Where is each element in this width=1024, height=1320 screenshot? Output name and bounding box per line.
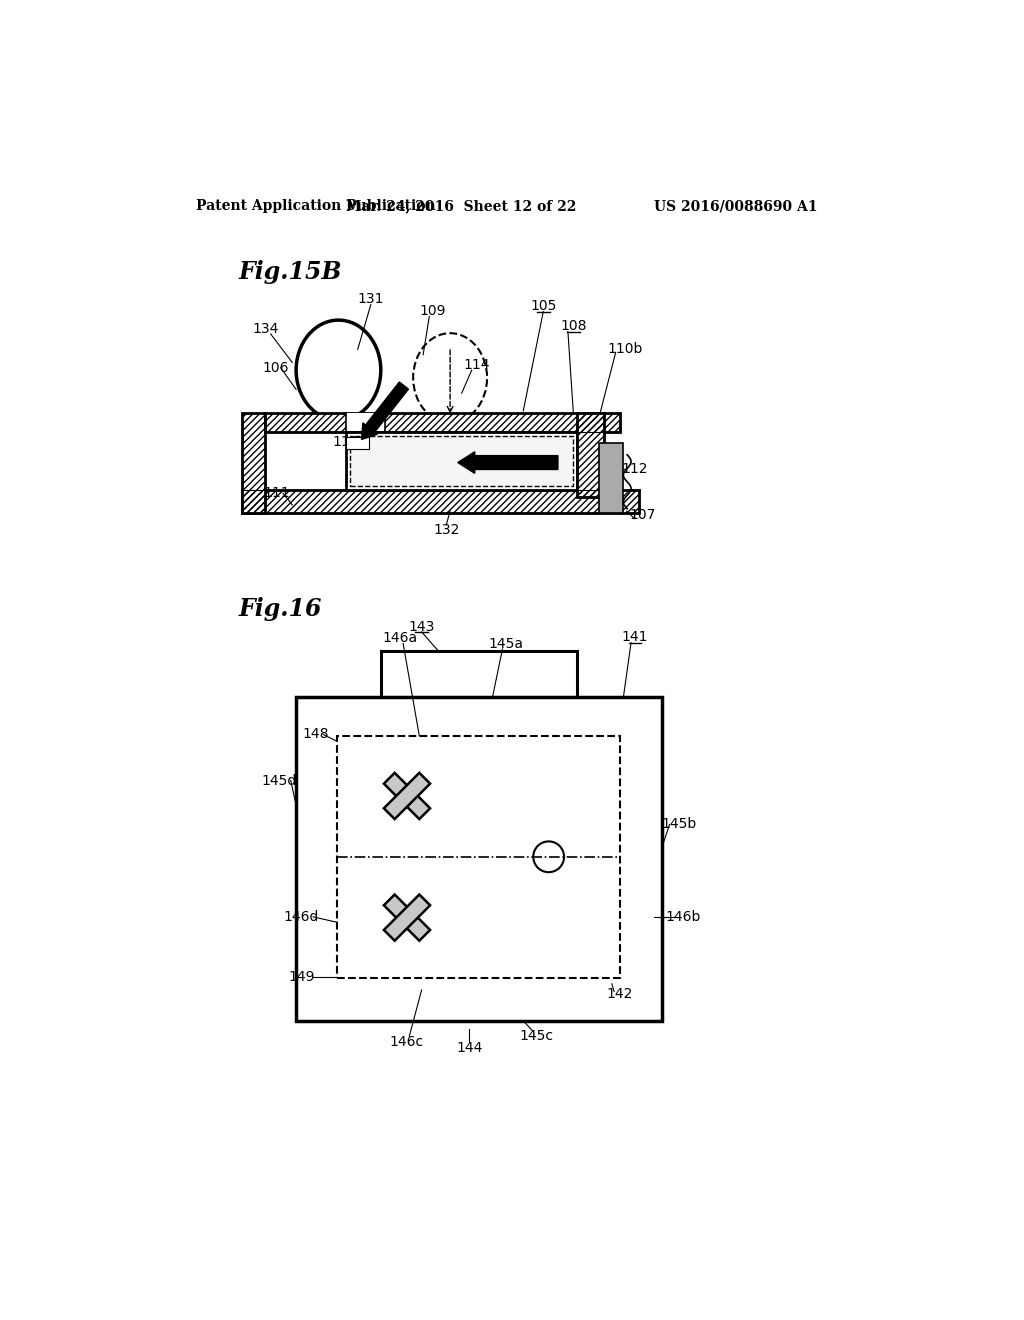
Bar (346, 437, 370, 449)
Bar (243, 413, 265, 512)
Text: 131: 131 (357, 292, 384, 306)
FancyArrow shape (458, 451, 558, 474)
Text: Patent Application Publication: Patent Application Publication (196, 199, 435, 213)
Polygon shape (384, 772, 430, 820)
Bar (346, 413, 385, 430)
Bar (296, 697, 662, 1020)
Text: 108: 108 (560, 319, 587, 333)
FancyArrow shape (361, 381, 409, 440)
Text: Fig.16: Fig.16 (239, 597, 322, 620)
Bar (578, 412, 604, 498)
Bar (243, 413, 265, 512)
Text: 107: 107 (630, 508, 655, 521)
Text: 134: 134 (252, 322, 279, 337)
Text: 144: 144 (456, 1040, 482, 1055)
Text: Fig.15B: Fig.15B (239, 260, 342, 284)
Polygon shape (384, 772, 430, 820)
Text: 145b: 145b (662, 817, 696, 832)
Bar (599, 444, 624, 512)
Text: 146b: 146b (666, 909, 701, 924)
Bar (578, 412, 604, 498)
Text: 145d: 145d (261, 774, 297, 788)
Text: 109: 109 (420, 304, 446, 318)
Text: 110b: 110b (607, 342, 643, 356)
Ellipse shape (296, 321, 381, 420)
Bar (381, 651, 578, 697)
Text: 149: 149 (288, 970, 314, 983)
Bar (265, 412, 620, 432)
Text: 143: 143 (409, 619, 435, 634)
Text: 146c: 146c (389, 1035, 423, 1049)
Text: 132: 132 (433, 523, 460, 536)
Text: 113: 113 (333, 434, 359, 449)
Text: 145c: 145c (519, 1030, 553, 1043)
Bar (337, 737, 620, 978)
Text: 142: 142 (606, 987, 633, 1001)
Text: 146a: 146a (383, 631, 418, 645)
Text: 106: 106 (262, 360, 289, 375)
Text: 105: 105 (530, 300, 556, 313)
Text: US 2016/0088690 A1: US 2016/0088690 A1 (654, 199, 817, 213)
Polygon shape (384, 895, 430, 941)
Bar (265, 412, 620, 432)
Bar (350, 436, 573, 486)
Text: 146d: 146d (284, 909, 319, 924)
Bar (346, 432, 578, 490)
Text: 114: 114 (464, 358, 490, 372)
Text: 112: 112 (622, 462, 648, 475)
Polygon shape (384, 895, 430, 941)
Text: 111: 111 (263, 486, 290, 500)
Text: 145a: 145a (488, 636, 523, 651)
Bar (243, 490, 639, 512)
Text: 141: 141 (622, 631, 648, 644)
Bar (243, 490, 639, 512)
Text: Mar. 24, 2016  Sheet 12 of 22: Mar. 24, 2016 Sheet 12 of 22 (346, 199, 577, 213)
Text: 148: 148 (302, 727, 329, 742)
